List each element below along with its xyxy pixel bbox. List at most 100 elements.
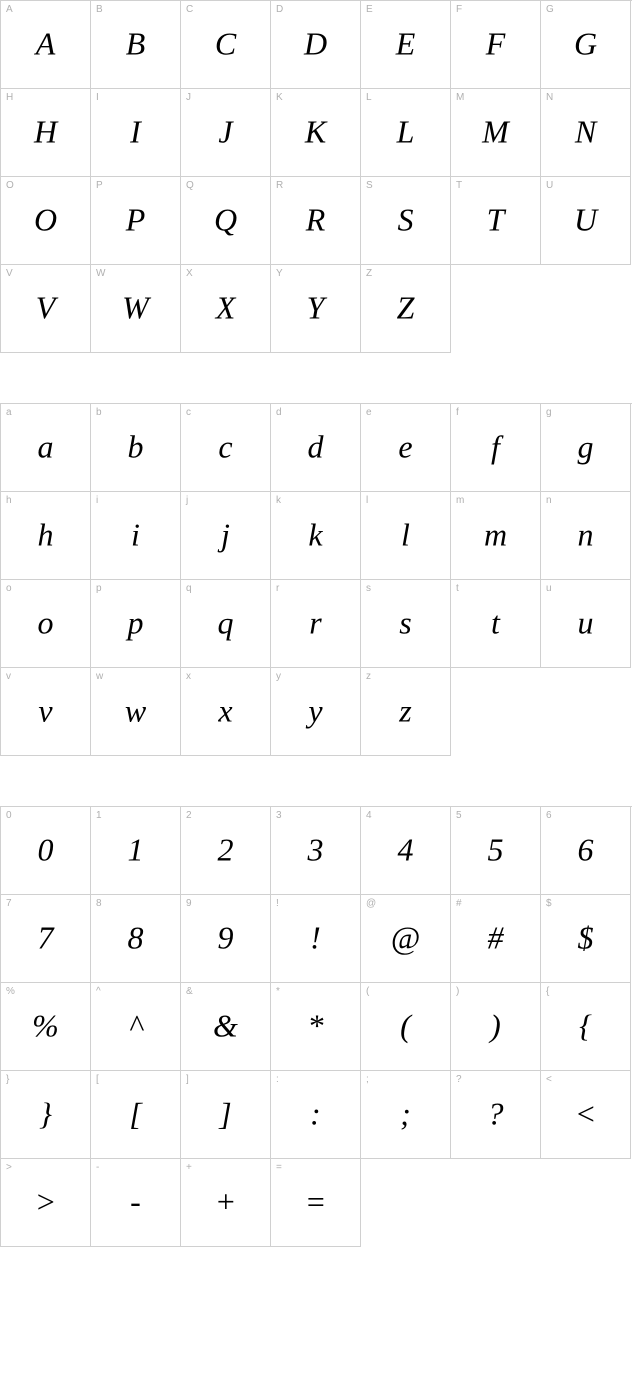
cell-label: 6 [546, 810, 552, 821]
cell-glyph: o [38, 606, 54, 638]
cell-label: ^ [96, 986, 101, 997]
cell-glyph: 8 [128, 921, 144, 953]
cell-glyph: @ [391, 921, 420, 953]
cell-glyph: [ [129, 1097, 141, 1129]
cell-glyph: $ [578, 921, 594, 953]
cell-label: $ [546, 898, 552, 909]
cell-glyph: s [399, 606, 411, 638]
cell-glyph: d [308, 430, 324, 462]
glyph-cell: ?? [451, 1071, 541, 1159]
cell-glyph: v [38, 694, 52, 726]
glyph-cell: CC [181, 1, 271, 89]
glyph-cell: mm [451, 492, 541, 580]
cell-glyph: < [575, 1097, 597, 1129]
cell-label: u [546, 583, 552, 594]
cell-label: # [456, 898, 462, 909]
glyph-cell: ss [361, 580, 451, 668]
cell-label: h [6, 495, 12, 506]
glyph-grid: aabbccddeeffgghhiijjkkllmmnnooppqqrrsstt… [0, 403, 632, 756]
cell-glyph: M [482, 115, 509, 147]
cell-glyph: z [399, 694, 411, 726]
cell-glyph: n [578, 518, 594, 550]
glyph-cell: xx [181, 668, 271, 756]
cell-glyph: B [126, 27, 146, 59]
cell-label: w [96, 671, 103, 682]
glyph-cell: gg [541, 404, 631, 492]
cell-glyph: : [310, 1097, 321, 1129]
glyph-cell: ee [361, 404, 451, 492]
cell-glyph: N [575, 115, 596, 147]
glyph-cell: OO [1, 177, 91, 265]
cell-glyph: > [35, 1185, 57, 1217]
cell-label: W [96, 268, 105, 279]
cell-label: ; [366, 1074, 369, 1085]
cell-label: Z [366, 268, 372, 279]
cell-glyph: w [125, 694, 146, 726]
cell-label: 1 [96, 810, 102, 821]
cell-glyph: 0 [38, 833, 54, 865]
cell-label: R [276, 180, 283, 191]
cell-glyph: k [308, 518, 322, 550]
cell-glyph: y [308, 694, 322, 726]
glyph-cell: VV [1, 265, 91, 353]
glyph-cell: YY [271, 265, 361, 353]
glyph-cell: >> [1, 1159, 91, 1247]
cell-glyph: * [308, 1009, 324, 1041]
cell-label: J [186, 92, 191, 103]
cell-label: I [96, 92, 99, 103]
glyph-cell: == [271, 1159, 361, 1247]
glyph-cell: @@ [361, 895, 451, 983]
glyph-cell: GG [541, 1, 631, 89]
cell-label: i [96, 495, 98, 506]
cell-label: M [456, 92, 464, 103]
cell-glyph: W [122, 291, 149, 323]
cell-label: 3 [276, 810, 282, 821]
cell-glyph: X [216, 291, 236, 323]
glyph-cell: 77 [1, 895, 91, 983]
cell-label: K [276, 92, 283, 103]
cell-label: O [6, 180, 14, 191]
cell-label: n [546, 495, 552, 506]
cell-label: p [96, 583, 102, 594]
glyph-cell: jj [181, 492, 271, 580]
glyph-cell: SS [361, 177, 451, 265]
cell-label: 5 [456, 810, 462, 821]
glyph-cell: LL [361, 89, 451, 177]
cell-label: % [6, 986, 15, 997]
section-uppercase: AABBCCDDEEFFGGHHIIJJKKLLMMNNOOPPQQRRSSTT… [0, 0, 640, 353]
cell-label: j [186, 495, 188, 506]
cell-glyph: - [130, 1185, 141, 1217]
cell-label: = [276, 1162, 282, 1173]
cell-label: 7 [6, 898, 12, 909]
cell-glyph: + [215, 1185, 237, 1217]
cell-glyph: % [32, 1009, 59, 1041]
glyph-cell: [[ [91, 1071, 181, 1159]
cell-label: S [366, 180, 373, 191]
glyph-cell: -- [91, 1159, 181, 1247]
cell-glyph: 7 [38, 921, 54, 953]
cell-glyph: 6 [578, 833, 594, 865]
cell-label: ! [276, 898, 279, 909]
cell-glyph: J [218, 115, 232, 147]
cell-glyph: 5 [488, 833, 504, 865]
cell-label: d [276, 407, 282, 418]
glyph-cell: uu [541, 580, 631, 668]
cell-glyph: E [396, 27, 416, 59]
glyph-cell: hh [1, 492, 91, 580]
cell-glyph: S [398, 203, 414, 235]
section-symbols: 00112233445566778899!!@@##$$%%^^&&**(())… [0, 806, 640, 1247]
section-lowercase: aabbccddeeffgghhiijjkkllmmnnooppqqrrsstt… [0, 403, 640, 756]
cell-label: 2 [186, 810, 192, 821]
glyph-cell: ii [91, 492, 181, 580]
cell-label: E [366, 4, 373, 15]
glyph-cell: FF [451, 1, 541, 89]
cell-label: c [186, 407, 191, 418]
cell-glyph: H [34, 115, 57, 147]
glyph-cell: }} [1, 1071, 91, 1159]
glyph-cell: vv [1, 668, 91, 756]
glyph-cell: XX [181, 265, 271, 353]
cell-label: v [6, 671, 11, 682]
cell-glyph: # [488, 921, 504, 953]
cell-label: ( [366, 986, 369, 997]
cell-label: x [186, 671, 191, 682]
